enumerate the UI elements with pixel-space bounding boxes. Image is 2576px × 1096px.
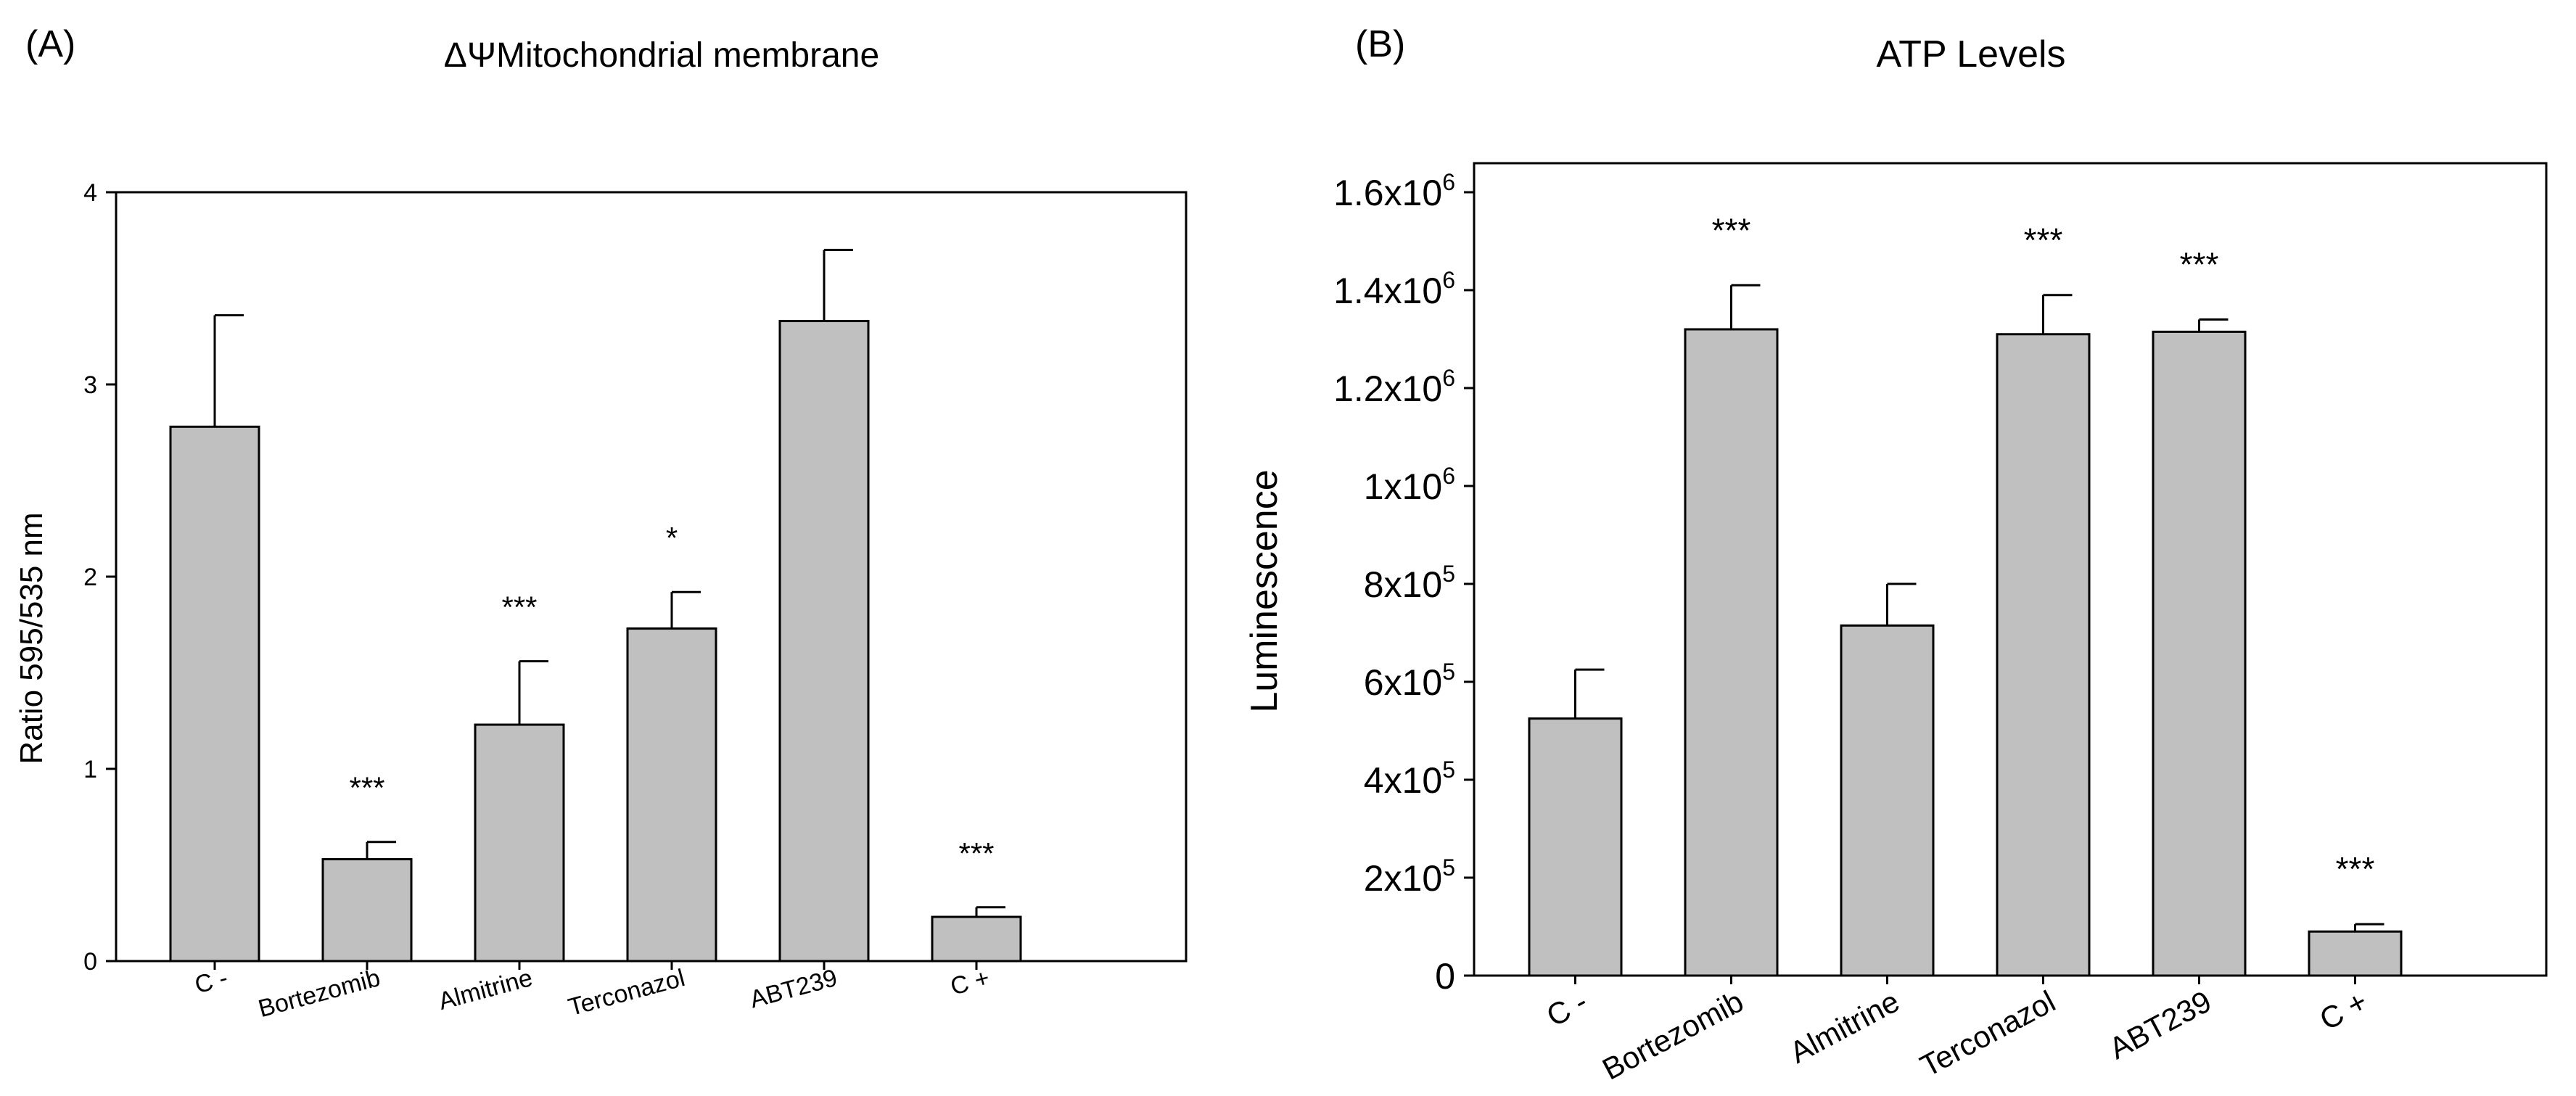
- significance-marker: ***: [2180, 246, 2219, 284]
- panel-b-label: (B): [1355, 23, 1405, 65]
- bar-bortezomib: [321, 858, 413, 963]
- panel-b-y-ticks: 0 2x105 4x105 6x105 8x105 1x106 1.2x106 1.4x106…: [1333, 169, 1474, 997]
- bar-almitrine: [474, 723, 565, 963]
- y-tick-label: 0: [1435, 956, 1455, 997]
- y-tick-label: 2x105: [1364, 854, 1455, 899]
- significance-marker: ***: [1712, 211, 1751, 249]
- x-tick-label: C +: [2314, 984, 2373, 1037]
- bar-bortezomib: [1684, 328, 1779, 977]
- panel-a-x-tick-labels: C - Bortezomib Almitrine Terconazol ABT239 C …: [192, 964, 992, 1023]
- y-tick-label: 4: [83, 179, 97, 207]
- panel-a: (A) ΔΨMitochondrial membrane Ratio 595/5…: [14, 23, 1188, 1023]
- y-tick-label: 1.6x106: [1333, 169, 1455, 213]
- panel-b-bars: *** *** *** ***: [1528, 211, 2403, 984]
- y-tick-label: 1.4x106: [1333, 267, 1455, 311]
- bar-c-: [1528, 717, 1623, 977]
- panel-a-y-ticks: 0 1 2 3 4: [83, 179, 116, 976]
- y-tick-label: 1: [83, 756, 97, 783]
- y-tick-label: 0: [83, 948, 97, 976]
- bar-terconazol: [1996, 333, 2091, 977]
- bar-almitrine: [1840, 624, 1935, 977]
- y-tick-label: 4x105: [1364, 757, 1455, 801]
- x-tick-label: C -: [192, 964, 231, 999]
- x-tick-label: Bortezomib: [1597, 984, 1749, 1086]
- panel-a-label: (A): [25, 23, 75, 65]
- significance-marker: ***: [2024, 221, 2063, 259]
- panel-a-y-axis-label: Ratio 595/535 nm: [14, 512, 49, 764]
- x-tick-label: Bortezomib: [255, 964, 383, 1023]
- panel-b-y-axis-label: Luminescence: [1243, 469, 1285, 712]
- x-tick-label: Almitrine: [1784, 984, 1904, 1069]
- x-tick-label: C +: [947, 964, 992, 1001]
- y-tick-label: 2: [83, 564, 97, 591]
- bar-abt239: [778, 320, 870, 963]
- x-tick-label: ABT239: [747, 964, 841, 1014]
- y-tick-label: 3: [83, 371, 97, 399]
- panel-b-title: ATP Levels: [1876, 33, 2065, 75]
- significance-marker: ***: [2336, 850, 2375, 888]
- y-tick-label: 8x105: [1364, 561, 1455, 605]
- x-tick-label: C -: [1541, 984, 1593, 1033]
- panel-b-x-tick-labels: C - Bortezomib Almitrine Terconazol ABT239 C …: [1541, 984, 2373, 1086]
- bar-terconazol: [626, 627, 717, 963]
- y-tick-label: 1x106: [1364, 463, 1455, 507]
- x-tick-label: Almitrine: [435, 964, 535, 1015]
- bar-c-: [169, 425, 260, 963]
- panel-b: (B) ATP Levels Luminescence 0 2x105 4x105 6…: [1243, 23, 2548, 1087]
- y-tick-label: 6x105: [1364, 659, 1455, 703]
- bar-c-: [931, 915, 1022, 963]
- bar-abt239: [2152, 330, 2247, 977]
- x-tick-label: Terconazol: [1914, 984, 2060, 1083]
- panel-a-bars: **********: [169, 249, 1022, 970]
- x-tick-label: Terconazol: [565, 964, 688, 1021]
- significance-marker: ***: [349, 771, 384, 805]
- significance-marker: ***: [501, 590, 537, 625]
- significance-marker: *: [666, 521, 678, 555]
- bar-c-: [2308, 930, 2403, 977]
- y-tick-label: 1.2x106: [1333, 365, 1455, 409]
- x-tick-label: ABT239: [2104, 984, 2217, 1066]
- panel-a-title: ΔΨMitochondrial membrane: [444, 36, 879, 75]
- significance-marker: ***: [958, 836, 994, 870]
